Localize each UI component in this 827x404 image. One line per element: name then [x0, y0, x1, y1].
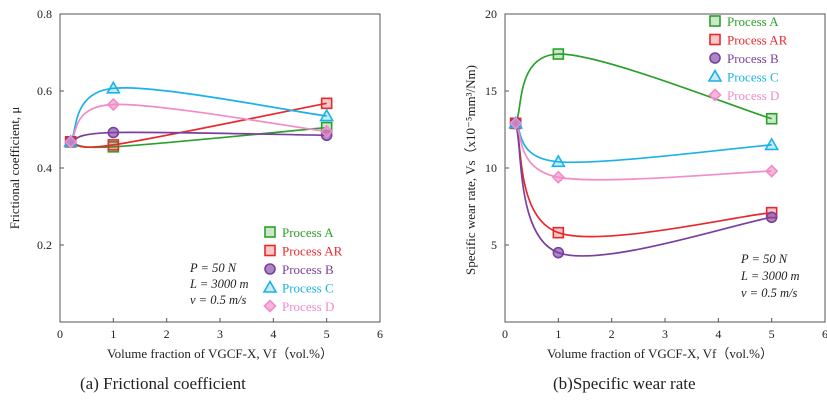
legend-marker-process-b [709, 52, 721, 64]
condition-velocity-b: v = 0.5 m/s [741, 286, 797, 300]
x-axis-title-a: Volume fraction of VGCF-X, Vf（vol.%） [107, 346, 333, 361]
legend-marker-process-ar [709, 33, 721, 46]
condition-velocity-a: v = 0.5 m/s [190, 293, 246, 307]
series-line-process-b [70, 131, 327, 143]
x-tick-label: 0 [502, 327, 508, 341]
x-tick-label: 1 [110, 327, 116, 341]
data-point-process-ar [107, 139, 120, 151]
legend-marker-process-a [264, 226, 276, 238]
y-tick-label: 0.2 [37, 238, 52, 252]
legend-marker-process-d [708, 88, 722, 102]
series-line-process-c [69, 87, 327, 143]
legend-marker-process-a [709, 15, 721, 27]
axis-ticks-a: 0 1 2 3 4 5 6 0.2 0.4 0.6 0.8 [37, 7, 383, 341]
data-point-process-a [552, 48, 565, 60]
data-point-process-d [320, 124, 334, 139]
y-tick-label: 0.6 [37, 84, 52, 98]
legend-marker-process-d [263, 299, 277, 313]
x-tick-label: 3 [662, 327, 668, 341]
x-tick-label: 6 [822, 327, 827, 341]
series-markers-b [508, 48, 780, 259]
x-tick-label: 2 [164, 327, 170, 341]
data-point-process-b [552, 246, 565, 259]
data-point-process-d [765, 164, 779, 178]
panel-specific-wear-rate: 0 1 2 3 4 5 6 5 10 15 20 Specific wear rate, Vs（x1… [463, 7, 827, 393]
legend-marker-process-b [264, 263, 276, 275]
y-tick-label: 5 [491, 238, 497, 252]
y-axis-title-a: Frictional coefficient, μ [7, 107, 22, 230]
legend-label-process-ar: Process AR [282, 244, 343, 259]
data-point-process-b [107, 126, 120, 139]
data-point-process-ar [320, 97, 333, 110]
y-tick-label: 0.4 [37, 161, 52, 175]
legend-label-process-ar: Process AR [727, 33, 788, 48]
condition-distance-a: L = 3000 m [189, 277, 249, 291]
condition-load-b: P = 50 N [740, 252, 788, 266]
y-tick-label: 0.8 [37, 7, 52, 21]
data-point-process-c [764, 137, 780, 151]
data-point-process-ar [552, 226, 565, 239]
x-tick-label: 3 [217, 327, 223, 341]
x-tick-label: 1 [555, 327, 561, 341]
legend-marker-process-ar [264, 244, 276, 257]
series-line-process-d [514, 122, 772, 181]
series-line-process-c [514, 122, 772, 164]
series-markers-a [63, 80, 335, 153]
legend-marker-process-c [707, 68, 723, 82]
axis-ticks-b: 0 1 2 3 4 5 6 5 10 15 20 [485, 7, 827, 341]
legend-label-process-a: Process A [282, 225, 334, 240]
caption-b: (b)Specific wear rate [553, 374, 696, 393]
data-point-process-d [509, 116, 523, 130]
y-tick-label: 10 [485, 161, 497, 175]
legend-label-process-c: Process C [727, 70, 779, 85]
series-line-process-d [69, 103, 327, 143]
series-curves-a [69, 87, 327, 149]
data-point-process-d [64, 135, 78, 149]
x-tick-label: 5 [324, 327, 330, 341]
series-line-process-a [514, 53, 772, 124]
data-point-process-b [765, 211, 778, 224]
x-tick-label: 0 [57, 327, 63, 341]
legend-label-process-b: Process B [282, 262, 334, 277]
data-point-process-c [319, 108, 335, 122]
y-axis-title-b: Specific wear rate, Vs（x10⁻⁵mm³/Nm) [463, 65, 478, 275]
x-tick-label: 5 [769, 327, 775, 341]
data-point-process-d [551, 170, 565, 184]
x-axis-title-b: Volume fraction of VGCF-X, Vf（vol.%） [547, 346, 773, 361]
series-line-process-ar [514, 123, 772, 238]
data-point-process-c [105, 80, 121, 94]
data-point-process-c [550, 154, 566, 168]
x-tick-label: 6 [377, 327, 383, 341]
y-tick-label: 15 [485, 84, 497, 98]
legend-marker-process-c [262, 279, 278, 293]
series-line-process-ar [70, 102, 327, 149]
panel-frictional-coefficient: 0 1 2 3 4 5 6 0.2 0.4 0.6 0.8 Frictional coefficie… [7, 7, 383, 393]
x-tick-label: 4 [715, 327, 721, 341]
caption-a: (a) Frictional coefficient [80, 374, 246, 393]
data-point-process-a [765, 112, 778, 125]
condition-load-a: P = 50 N [189, 261, 237, 275]
legend-label-process-a: Process A [727, 14, 779, 29]
x-tick-label: 2 [609, 327, 615, 341]
x-tick-label: 4 [270, 327, 276, 341]
legend-a: Process A Process AR Process B Process C Pro… [262, 225, 343, 314]
legend-label-process-b: Process B [727, 51, 779, 66]
legend-label-process-d: Process D [282, 299, 334, 314]
legend-label-process-c: Process C [282, 281, 334, 296]
y-tick-label: 20 [485, 7, 497, 21]
legend-label-process-d: Process D [727, 88, 779, 103]
legend-b: Process A Process AR Process B Process C Pro… [707, 14, 788, 103]
condition-distance-b: L = 3000 m [740, 269, 800, 283]
data-point-process-d [106, 97, 120, 112]
